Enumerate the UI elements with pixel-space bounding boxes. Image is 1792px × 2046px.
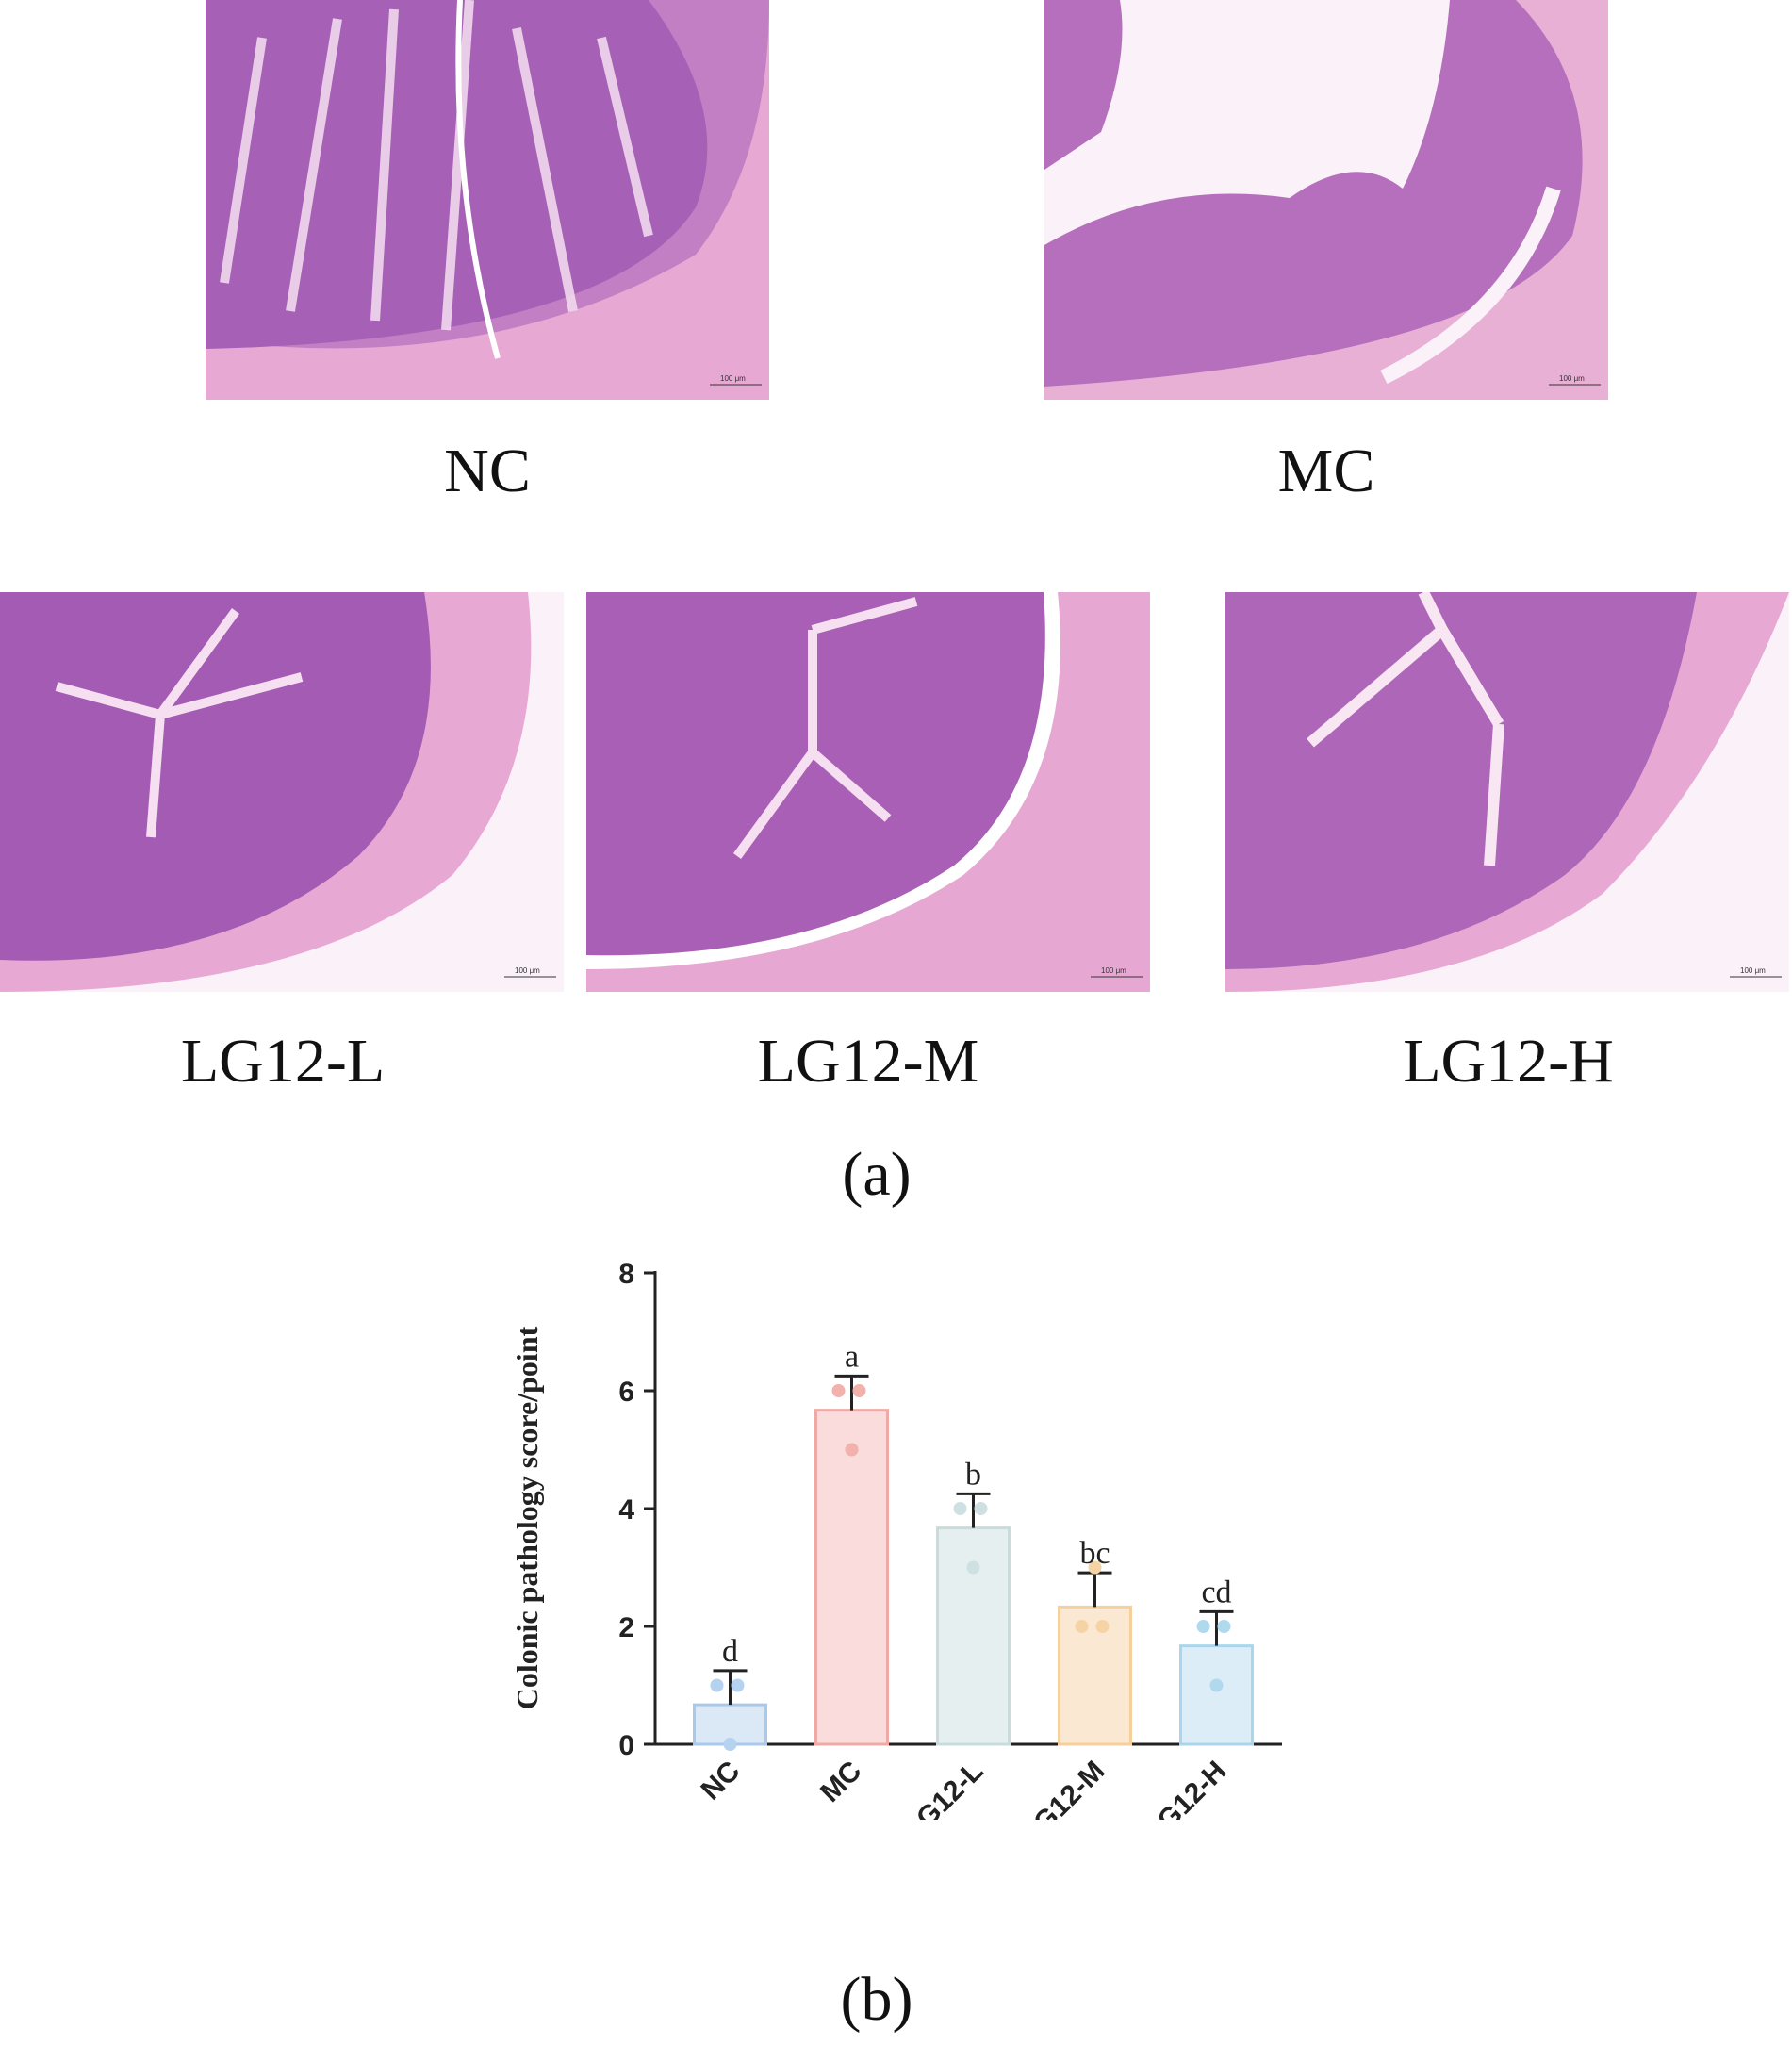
histology-nc-graphic: 100 μm [206, 0, 769, 400]
scale-bar: 100 μm [504, 966, 556, 978]
histology-lg12-m-graphic: 100 μm [586, 592, 1150, 992]
panel-b-caption: (b) [840, 1965, 913, 2034]
significance-label: bc [1079, 1536, 1110, 1571]
label-lg12-h: LG12-H [1403, 1027, 1614, 1096]
label-lg12-m: LG12-M [757, 1027, 979, 1096]
x-category-label: MC [814, 1756, 867, 1808]
scale-bar: 100 μm [1091, 966, 1143, 978]
histology-mc-graphic: 100 μm [1044, 0, 1608, 400]
svg-text:100 μm: 100 μm [515, 966, 540, 975]
x-category-label: LG12-M [1015, 1756, 1110, 1820]
bar-lg12-h [1179, 1644, 1254, 1746]
x-category-label: LG12-H [1140, 1756, 1233, 1820]
bar-lg12-l [936, 1526, 1011, 1746]
histology-image-lg12-l: 100 μm [0, 592, 564, 992]
y-axis-title: Colonic pathology score/point [510, 1326, 544, 1709]
significance-label: cd [1201, 1575, 1231, 1609]
histology-lg12-l-graphic: 100 μm [0, 592, 564, 992]
bar-lg12-m [1058, 1605, 1132, 1746]
label-nc: NC [444, 437, 531, 505]
y-tick-label: 0 [618, 1730, 634, 1761]
data-point [1095, 1620, 1110, 1633]
svg-text:100 μm: 100 μm [720, 374, 746, 383]
data-point [723, 1738, 737, 1751]
bar-chart-svg: Colonic pathology score/point 0 2 4 6 8 NC MC L… [510, 1259, 1282, 1851]
histology-image-mc: 100 μm [1044, 0, 1608, 400]
y-tick-label: 6 [618, 1377, 634, 1408]
scale-bar: 100 μm [1549, 374, 1601, 386]
svg-text:100 μm: 100 μm [1559, 374, 1585, 383]
data-point [1075, 1620, 1089, 1633]
x-category-label: LG12-L [898, 1756, 989, 1820]
histology-image-nc: 100 μm [206, 0, 769, 400]
panel-a-caption: (a) [842, 1140, 912, 1209]
histology-image-lg12-h: 100 μm [1225, 592, 1789, 992]
data-point [966, 1560, 980, 1575]
label-lg12-l: LG12-L [180, 1027, 386, 1096]
bar-mc [814, 1409, 889, 1746]
data-point [731, 1678, 745, 1692]
scale-bar: 100 μm [710, 374, 762, 386]
data-point [974, 1502, 988, 1515]
data-point [953, 1502, 967, 1515]
histology-lg12-h-graphic: 100 μm [1225, 592, 1789, 992]
data-point [1217, 1620, 1231, 1633]
bars: d a b bc cd [693, 1339, 1254, 1751]
data-point [710, 1678, 724, 1692]
y-tick-label: 4 [618, 1494, 634, 1526]
significance-label: a [845, 1339, 859, 1374]
significance-label: d [722, 1634, 738, 1669]
data-point [831, 1384, 846, 1397]
x-category-label: NC [695, 1756, 746, 1807]
scale-bar: 100 μm [1730, 966, 1782, 978]
histology-image-lg12-m: 100 μm [586, 592, 1150, 992]
label-mc: MC [1277, 437, 1375, 505]
svg-text:100 μm: 100 μm [1101, 966, 1126, 975]
data-point [1088, 1560, 1102, 1575]
data-point [852, 1384, 866, 1397]
significance-label: b [965, 1457, 981, 1492]
y-tick-label: 2 [618, 1612, 634, 1643]
data-point [1196, 1620, 1210, 1633]
data-point [1209, 1678, 1224, 1692]
svg-text:100 μm: 100 μm [1740, 966, 1766, 975]
y-tick-label: 8 [618, 1259, 634, 1290]
data-point [845, 1443, 859, 1457]
bar-chart: Colonic pathology score/point 0 2 4 6 8 NC MC L… [471, 1235, 1320, 1851]
